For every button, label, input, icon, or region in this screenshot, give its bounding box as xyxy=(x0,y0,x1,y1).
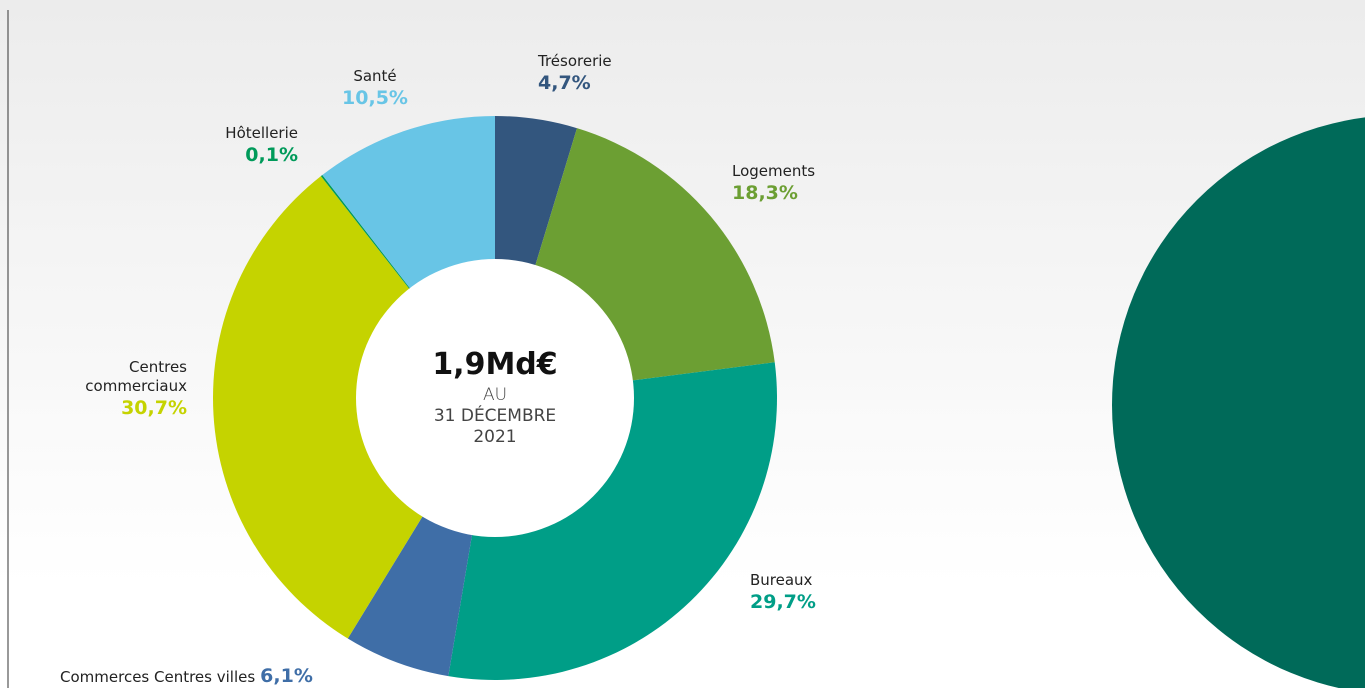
category-name: Trésorerie xyxy=(538,52,612,70)
slice-label: Commerces Centres villes 6,1% xyxy=(60,664,390,688)
slice-label: Hôtellerie 0,1% xyxy=(148,124,298,167)
center-text: 1,9Md€ AU 31 DÉCEMBRE 2021 xyxy=(395,345,595,448)
value-label: 18,3% xyxy=(732,182,798,204)
category-name: Logements xyxy=(732,162,816,180)
slice-label: Trésorerie 4,7% xyxy=(538,52,688,95)
category-name: Centres commerciaux xyxy=(85,358,187,395)
value-label: 4,7% xyxy=(538,72,591,94)
category-name: Santé xyxy=(353,67,397,85)
value-label: 10,5% xyxy=(342,87,408,109)
category-name: Hôtellerie xyxy=(225,124,298,142)
slice-label: Logements 18,3% xyxy=(732,162,882,205)
center-value: 1,9Md€ xyxy=(432,347,558,382)
donut-hole xyxy=(356,259,634,537)
category-name: Commerces Centres villes xyxy=(60,668,256,686)
center-label: 2021 xyxy=(473,427,517,447)
value-label: 6,1% xyxy=(260,665,313,687)
slice-label: Bureaux 29,7% xyxy=(750,571,900,614)
value-label: 0,1% xyxy=(245,144,298,166)
slice-label: Centres commerciaux 30,7% xyxy=(37,358,187,420)
value-label: 30,7% xyxy=(121,397,187,419)
value-label: 29,7% xyxy=(750,591,816,613)
center-label: 31 DÉCEMBRE xyxy=(433,406,557,426)
slice xyxy=(212,176,496,639)
decor-circle xyxy=(1112,117,1365,688)
slice-label: Santé 10,5% xyxy=(320,67,430,110)
category-name: Bureaux xyxy=(750,571,813,589)
center-label: AU xyxy=(482,385,508,405)
